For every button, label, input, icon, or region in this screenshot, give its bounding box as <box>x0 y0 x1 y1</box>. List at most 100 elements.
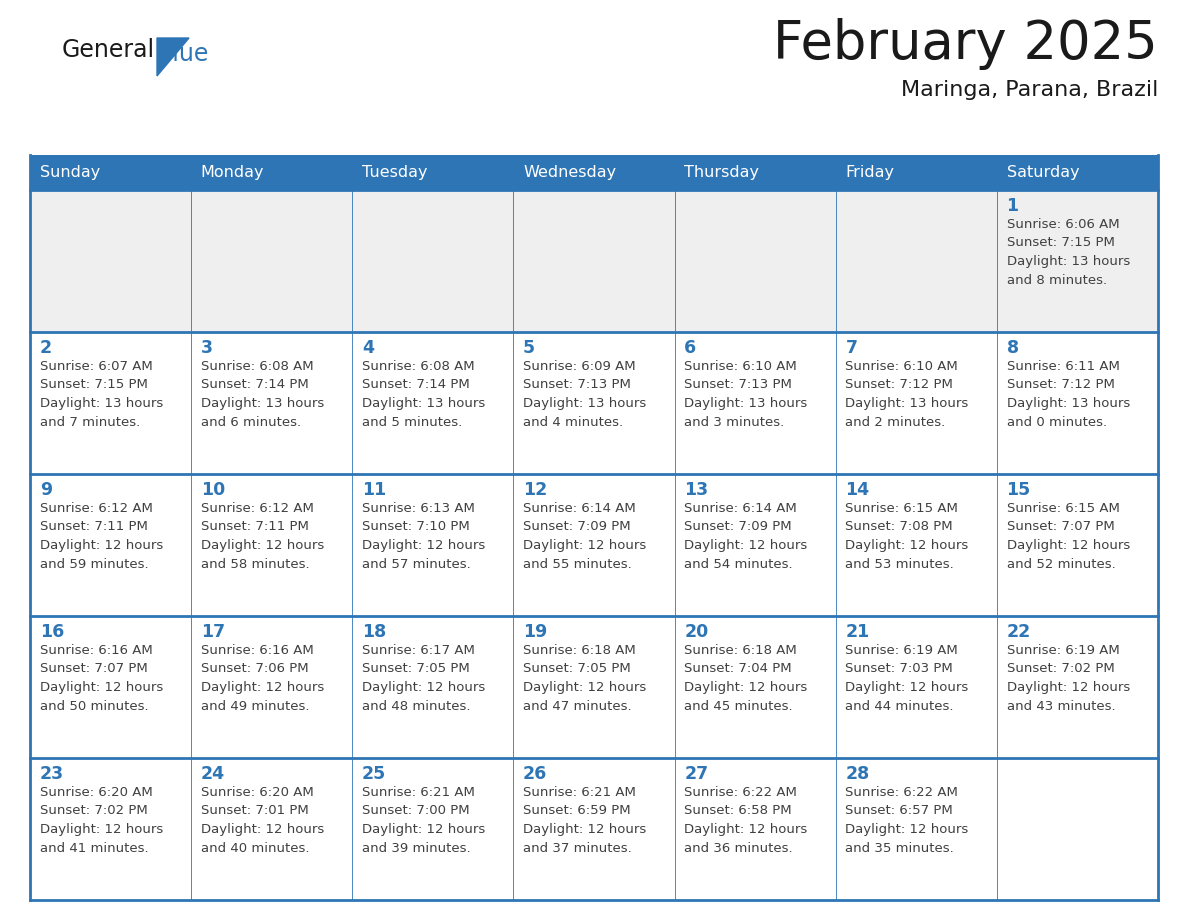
Bar <box>513 616 675 758</box>
Text: Maringa, Parana, Brazil: Maringa, Parana, Brazil <box>901 80 1158 100</box>
Bar <box>675 758 835 900</box>
Text: Sunrise: 6:09 AM
Sunset: 7:13 PM
Daylight: 13 hours
and 4 minutes.: Sunrise: 6:09 AM Sunset: 7:13 PM Dayligh… <box>523 360 646 429</box>
Text: 28: 28 <box>846 765 870 783</box>
Bar <box>513 474 675 616</box>
Text: Sunrise: 6:12 AM
Sunset: 7:11 PM
Daylight: 12 hours
and 58 minutes.: Sunrise: 6:12 AM Sunset: 7:11 PM Dayligh… <box>201 502 324 570</box>
Text: Sunrise: 6:13 AM
Sunset: 7:10 PM
Daylight: 12 hours
and 57 minutes.: Sunrise: 6:13 AM Sunset: 7:10 PM Dayligh… <box>362 502 485 570</box>
Text: Tuesday: Tuesday <box>362 165 428 180</box>
Bar <box>675 155 835 190</box>
Bar <box>30 332 191 474</box>
Bar <box>835 616 997 758</box>
Text: Sunrise: 6:14 AM
Sunset: 7:09 PM
Daylight: 12 hours
and 55 minutes.: Sunrise: 6:14 AM Sunset: 7:09 PM Dayligh… <box>523 502 646 570</box>
Text: February 2025: February 2025 <box>773 18 1158 70</box>
Text: Sunrise: 6:10 AM
Sunset: 7:12 PM
Daylight: 13 hours
and 2 minutes.: Sunrise: 6:10 AM Sunset: 7:12 PM Dayligh… <box>846 360 968 429</box>
Bar <box>675 474 835 616</box>
Bar <box>997 474 1158 616</box>
Text: 23: 23 <box>39 765 64 783</box>
Bar <box>997 190 1158 332</box>
Bar <box>835 474 997 616</box>
Bar <box>353 190 513 332</box>
Text: 20: 20 <box>684 623 708 641</box>
Text: Sunrise: 6:16 AM
Sunset: 7:06 PM
Daylight: 12 hours
and 49 minutes.: Sunrise: 6:16 AM Sunset: 7:06 PM Dayligh… <box>201 644 324 712</box>
Text: Wednesday: Wednesday <box>523 165 617 180</box>
Text: 4: 4 <box>362 339 374 357</box>
Bar <box>353 474 513 616</box>
Bar <box>513 332 675 474</box>
Text: Sunrise: 6:08 AM
Sunset: 7:14 PM
Daylight: 13 hours
and 5 minutes.: Sunrise: 6:08 AM Sunset: 7:14 PM Dayligh… <box>362 360 485 429</box>
Bar <box>191 332 353 474</box>
Text: Sunrise: 6:16 AM
Sunset: 7:07 PM
Daylight: 12 hours
and 50 minutes.: Sunrise: 6:16 AM Sunset: 7:07 PM Dayligh… <box>39 644 163 712</box>
Bar <box>191 616 353 758</box>
Text: Sunrise: 6:14 AM
Sunset: 7:09 PM
Daylight: 12 hours
and 54 minutes.: Sunrise: 6:14 AM Sunset: 7:09 PM Dayligh… <box>684 502 808 570</box>
Text: 12: 12 <box>523 481 548 499</box>
Text: Sunrise: 6:22 AM
Sunset: 6:58 PM
Daylight: 12 hours
and 36 minutes.: Sunrise: 6:22 AM Sunset: 6:58 PM Dayligh… <box>684 786 808 855</box>
Text: Sunrise: 6:21 AM
Sunset: 7:00 PM
Daylight: 12 hours
and 39 minutes.: Sunrise: 6:21 AM Sunset: 7:00 PM Dayligh… <box>362 786 485 855</box>
Text: 2: 2 <box>39 339 52 357</box>
Text: 7: 7 <box>846 339 858 357</box>
Bar <box>835 758 997 900</box>
Text: Sunrise: 6:20 AM
Sunset: 7:01 PM
Daylight: 12 hours
and 40 minutes.: Sunrise: 6:20 AM Sunset: 7:01 PM Dayligh… <box>201 786 324 855</box>
Bar <box>997 616 1158 758</box>
Bar <box>191 474 353 616</box>
Bar <box>835 155 997 190</box>
Bar <box>997 155 1158 190</box>
Bar <box>513 190 675 332</box>
Bar <box>191 190 353 332</box>
Text: 26: 26 <box>523 765 548 783</box>
Bar <box>353 616 513 758</box>
Text: 5: 5 <box>523 339 536 357</box>
Text: 27: 27 <box>684 765 708 783</box>
Text: 19: 19 <box>523 623 548 641</box>
Bar <box>353 332 513 474</box>
Text: Sunrise: 6:11 AM
Sunset: 7:12 PM
Daylight: 13 hours
and 0 minutes.: Sunrise: 6:11 AM Sunset: 7:12 PM Dayligh… <box>1006 360 1130 429</box>
Text: Sunrise: 6:08 AM
Sunset: 7:14 PM
Daylight: 13 hours
and 6 minutes.: Sunrise: 6:08 AM Sunset: 7:14 PM Dayligh… <box>201 360 324 429</box>
Text: Sunrise: 6:06 AM
Sunset: 7:15 PM
Daylight: 13 hours
and 8 minutes.: Sunrise: 6:06 AM Sunset: 7:15 PM Dayligh… <box>1006 218 1130 286</box>
Text: Sunday: Sunday <box>39 165 100 180</box>
Bar <box>191 758 353 900</box>
Bar <box>353 758 513 900</box>
Text: 21: 21 <box>846 623 870 641</box>
Text: 11: 11 <box>362 481 386 499</box>
Bar <box>513 758 675 900</box>
Text: Sunrise: 6:15 AM
Sunset: 7:08 PM
Daylight: 12 hours
and 53 minutes.: Sunrise: 6:15 AM Sunset: 7:08 PM Dayligh… <box>846 502 968 570</box>
Polygon shape <box>157 38 189 76</box>
Text: Friday: Friday <box>846 165 895 180</box>
Text: 14: 14 <box>846 481 870 499</box>
Text: 17: 17 <box>201 623 225 641</box>
Text: Sunrise: 6:19 AM
Sunset: 7:03 PM
Daylight: 12 hours
and 44 minutes.: Sunrise: 6:19 AM Sunset: 7:03 PM Dayligh… <box>846 644 968 712</box>
Text: Sunrise: 6:07 AM
Sunset: 7:15 PM
Daylight: 13 hours
and 7 minutes.: Sunrise: 6:07 AM Sunset: 7:15 PM Dayligh… <box>39 360 163 429</box>
Text: Sunrise: 6:17 AM
Sunset: 7:05 PM
Daylight: 12 hours
and 48 minutes.: Sunrise: 6:17 AM Sunset: 7:05 PM Dayligh… <box>362 644 485 712</box>
Text: Sunrise: 6:20 AM
Sunset: 7:02 PM
Daylight: 12 hours
and 41 minutes.: Sunrise: 6:20 AM Sunset: 7:02 PM Dayligh… <box>39 786 163 855</box>
Bar <box>30 474 191 616</box>
Text: 22: 22 <box>1006 623 1031 641</box>
Text: Blue: Blue <box>157 42 209 66</box>
Text: 6: 6 <box>684 339 696 357</box>
Text: Sunrise: 6:21 AM
Sunset: 6:59 PM
Daylight: 12 hours
and 37 minutes.: Sunrise: 6:21 AM Sunset: 6:59 PM Dayligh… <box>523 786 646 855</box>
Text: 18: 18 <box>362 623 386 641</box>
Text: Sunrise: 6:15 AM
Sunset: 7:07 PM
Daylight: 12 hours
and 52 minutes.: Sunrise: 6:15 AM Sunset: 7:07 PM Dayligh… <box>1006 502 1130 570</box>
Bar <box>675 190 835 332</box>
Bar <box>191 155 353 190</box>
Text: Sunrise: 6:22 AM
Sunset: 6:57 PM
Daylight: 12 hours
and 35 minutes.: Sunrise: 6:22 AM Sunset: 6:57 PM Dayligh… <box>846 786 968 855</box>
Text: 9: 9 <box>39 481 52 499</box>
Text: General: General <box>62 38 156 62</box>
Text: 15: 15 <box>1006 481 1031 499</box>
Bar <box>30 758 191 900</box>
Text: 25: 25 <box>362 765 386 783</box>
Bar <box>513 155 675 190</box>
Bar <box>675 332 835 474</box>
Bar <box>835 332 997 474</box>
Text: Sunrise: 6:10 AM
Sunset: 7:13 PM
Daylight: 13 hours
and 3 minutes.: Sunrise: 6:10 AM Sunset: 7:13 PM Dayligh… <box>684 360 808 429</box>
Bar <box>835 190 997 332</box>
Text: 16: 16 <box>39 623 64 641</box>
Text: Monday: Monday <box>201 165 264 180</box>
Text: 24: 24 <box>201 765 225 783</box>
Text: 3: 3 <box>201 339 213 357</box>
Bar <box>353 155 513 190</box>
Bar <box>997 758 1158 900</box>
Text: Sunrise: 6:18 AM
Sunset: 7:04 PM
Daylight: 12 hours
and 45 minutes.: Sunrise: 6:18 AM Sunset: 7:04 PM Dayligh… <box>684 644 808 712</box>
Text: 1: 1 <box>1006 197 1018 215</box>
Bar <box>675 616 835 758</box>
Bar <box>30 616 191 758</box>
Text: 8: 8 <box>1006 339 1018 357</box>
